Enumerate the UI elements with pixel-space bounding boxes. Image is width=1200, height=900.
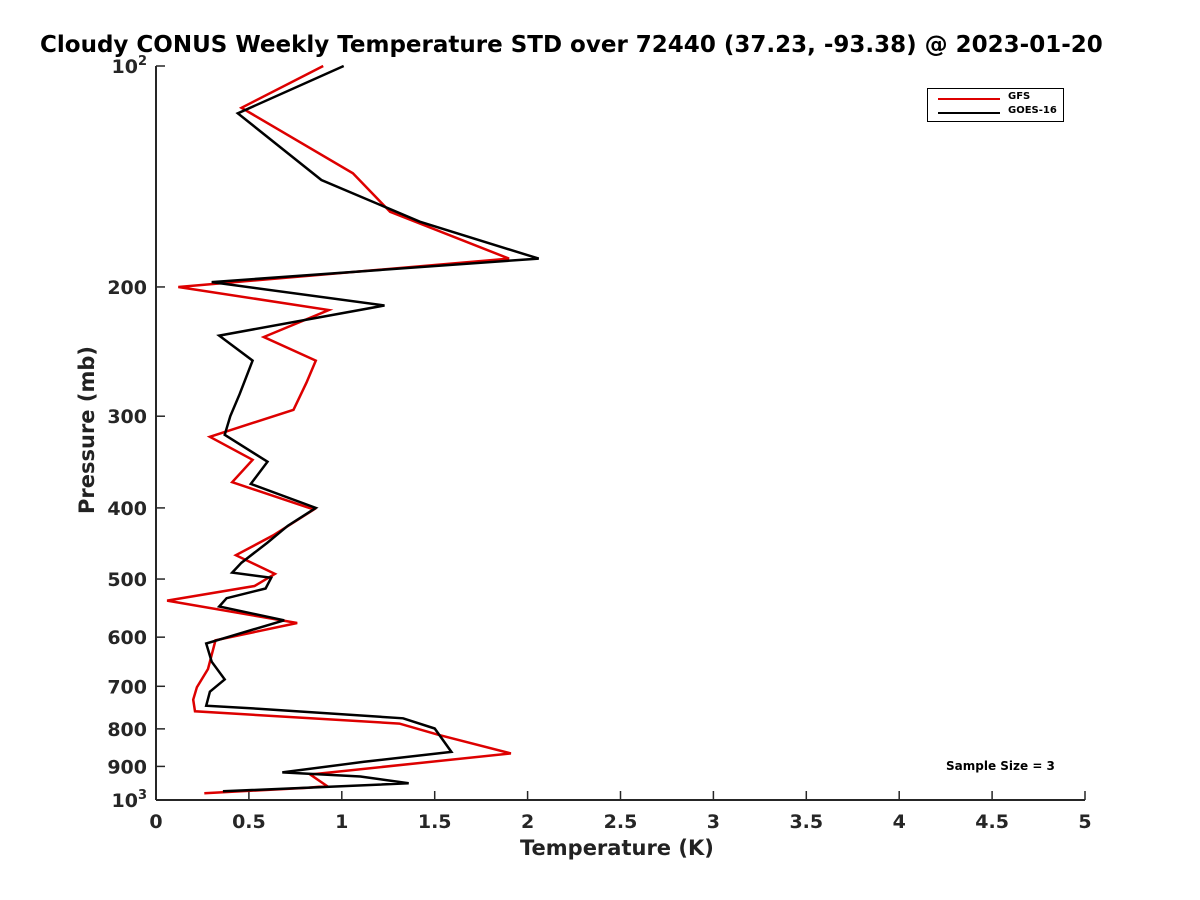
x-tick-label: 3.5 (789, 811, 823, 833)
x-tick-label: 1.5 (418, 811, 452, 833)
legend-item-gfs: GFS (928, 91, 1063, 105)
x-tick-label: 2 (521, 811, 534, 833)
y-tick-label: 600 (107, 627, 147, 649)
legend-label-gfs: GFS (1008, 91, 1031, 102)
series-line-goes16 (204, 64, 540, 793)
x-tick-label: 2.5 (604, 811, 638, 833)
y-tick-label: 700 (107, 676, 147, 698)
y-tick-label-bottom: 103 (112, 788, 148, 812)
legend-label-goes16: GOES-16 (1008, 105, 1057, 116)
y-tick-label-top: 102 (112, 54, 148, 78)
x-tick-label: 3 (707, 811, 720, 833)
x-tick-label: 4.5 (975, 811, 1009, 833)
x-tick-label: 5 (1078, 811, 1091, 833)
legend-swatch-gfs (938, 98, 1000, 100)
sample-size-annotation: Sample Size = 3 (946, 759, 1055, 773)
y-tick-label: 900 (107, 756, 147, 778)
y-tick-label: 200 (107, 277, 147, 299)
series-layer (166, 64, 540, 795)
chart-title: Cloudy CONUS Weekly Temperature STD over… (40, 32, 1103, 58)
y-tick-label: 500 (107, 569, 147, 591)
y-tick-label: 300 (107, 406, 147, 428)
axes-group: 0 0.5 1 1.5 2 2.5 3 3.5 4 4.5 5 200 300 400 500 600 700 8… (107, 54, 1091, 833)
x-tick-label: 1 (335, 811, 348, 833)
x-tick-label: 0 (149, 811, 162, 833)
legend-item-goes16: GOES-16 (928, 105, 1063, 119)
x-axis-label: Temperature (K) (520, 836, 714, 860)
x-tick-label: 0.5 (232, 811, 266, 833)
series-line-gfs (166, 64, 512, 795)
y-tick-label: 400 (107, 498, 147, 520)
x-tick-label: 4 (893, 811, 906, 833)
legend-swatch-goes16 (938, 112, 1000, 114)
y-axis-label: Pressure (mb) (75, 346, 99, 514)
y-tick-label: 800 (107, 719, 147, 741)
legend: GFS GOES-16 (927, 88, 1064, 122)
